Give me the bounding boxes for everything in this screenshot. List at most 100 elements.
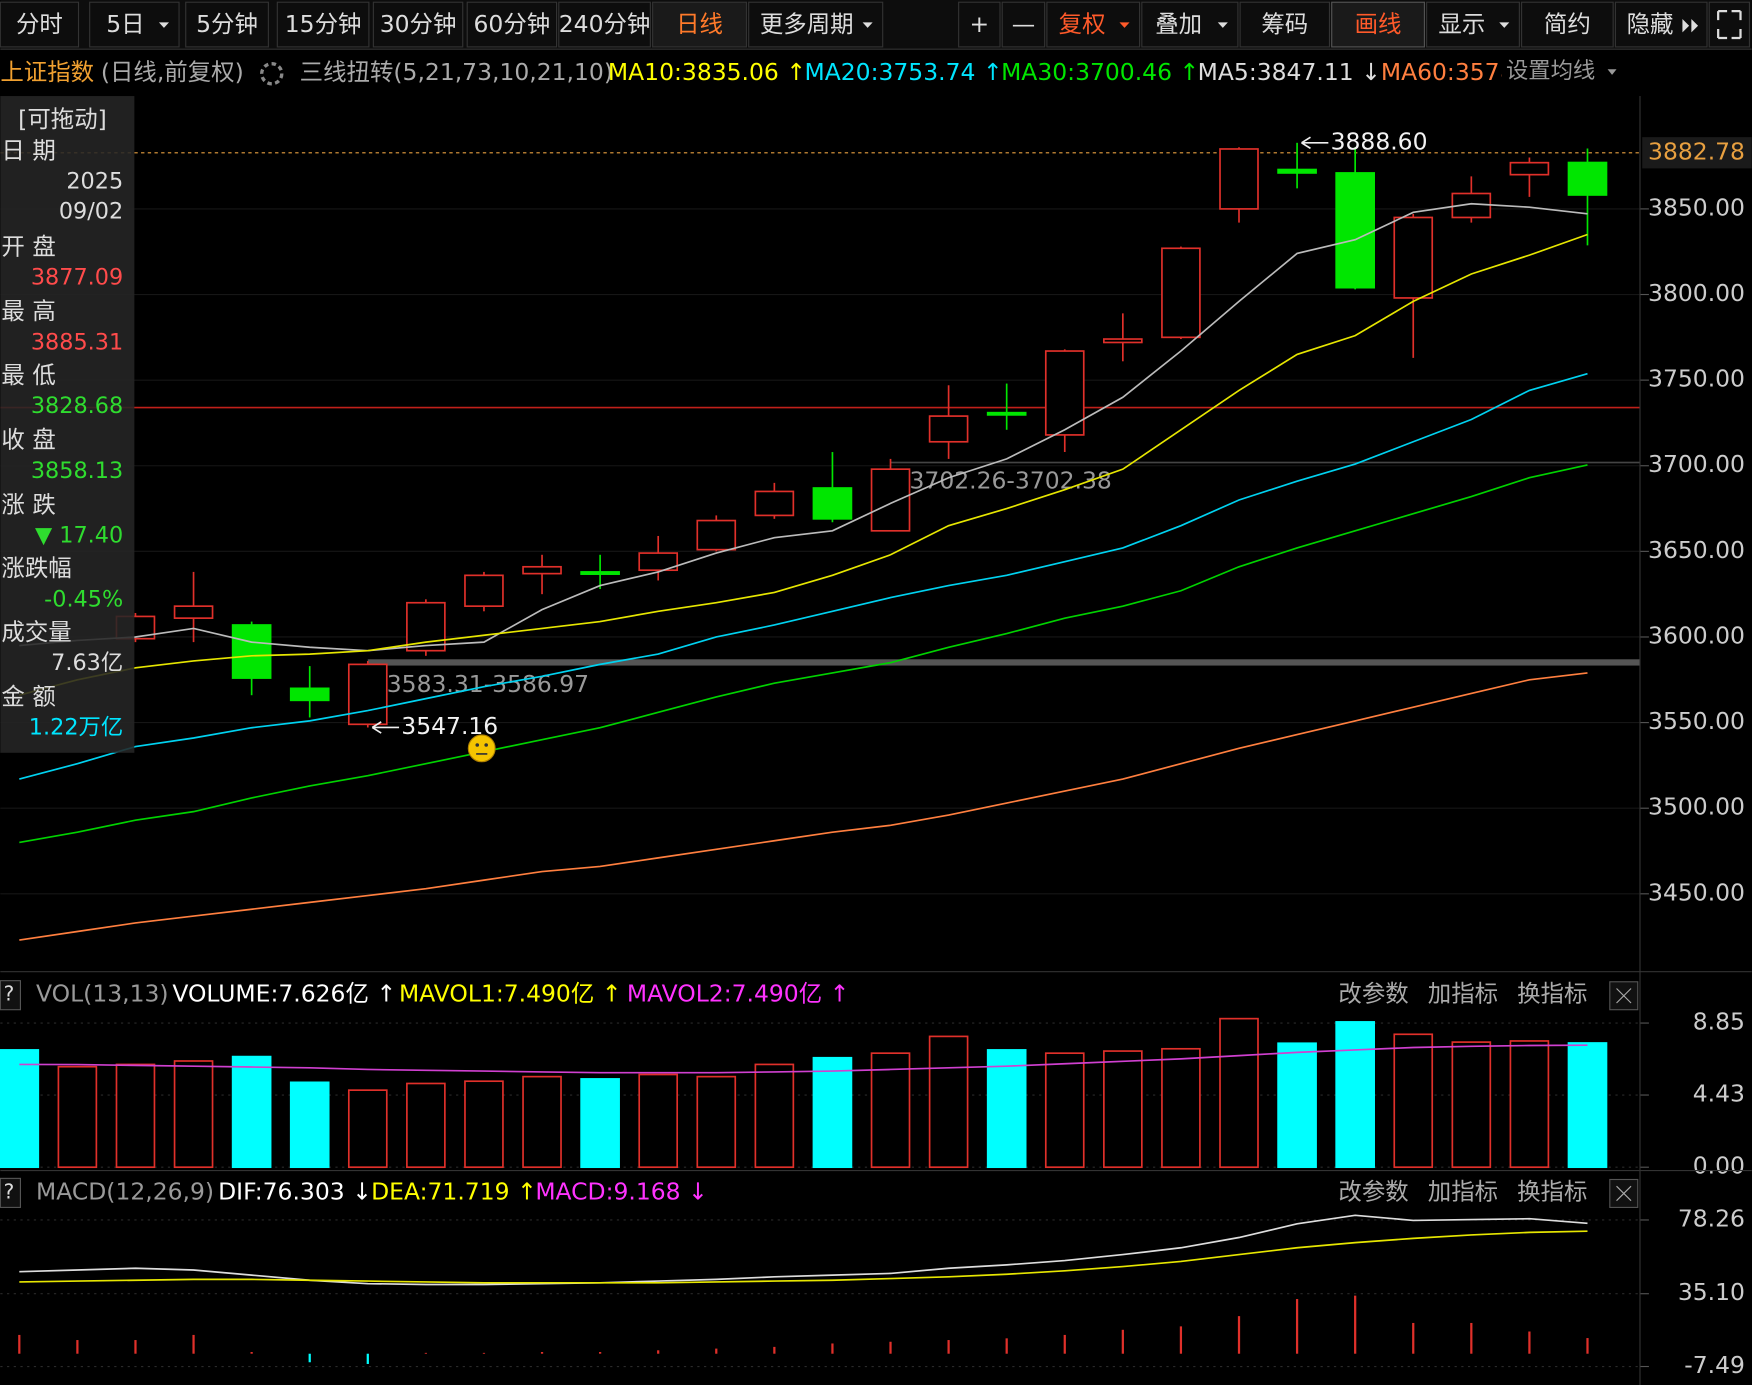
emoji-eye (484, 743, 488, 747)
indicator-name: MACD(12,26,9) (36, 1177, 214, 1205)
toolbar-button[interactable] (185, 1, 269, 48)
candle-body (231, 624, 272, 679)
close-icon (1616, 1185, 1632, 1202)
panel-button[interactable]: 换指标 (1517, 1177, 1587, 1205)
toolbar-button[interactable] (558, 1, 651, 48)
toolbar-label: 分时 (16, 10, 63, 38)
volume-bar (347, 1089, 388, 1169)
toolbar-button[interactable] (958, 1, 1001, 48)
volume-bar (986, 1049, 1027, 1169)
annotation-label: 3888.60 (1331, 127, 1428, 155)
last-price-label: 3882.78 (1648, 137, 1745, 165)
y-tick-label: 4.43 (1693, 1080, 1745, 1108)
last-price-box (1642, 137, 1752, 169)
candle-body (1044, 350, 1085, 436)
volume-bar (1509, 1040, 1550, 1169)
volume-bar (638, 1073, 679, 1169)
indicator-value: VOLUME:7.626亿 ↑ (172, 980, 396, 1008)
volume-ma-line (19, 1044, 1588, 1074)
volume-bar (464, 1080, 504, 1169)
toolbar-button[interactable] (748, 1, 884, 48)
help-label: ? (4, 1179, 15, 1203)
y-tick-label: 3450.00 (1648, 878, 1745, 906)
volume-bar (812, 1056, 853, 1169)
toolbar-label: 筹码 (1261, 10, 1308, 38)
info-panel: [可拖动] 日 期 2025 09/02开 盘 3877.09 最 高 3885.31 最 低… (0, 96, 135, 753)
fullscreen-button[interactable] (1708, 1, 1751, 48)
candle-body (638, 552, 679, 572)
toolbar-button[interactable] (1239, 1, 1331, 48)
dropdown-icon (158, 22, 169, 28)
plot-area: 3583.31-3586.97 3702.26-3702.38 (0, 142, 1640, 941)
macd-chart: ? MACD(12,26,9) DIF:76.303 ↓ DEA:71.719 ↑MA… (0, 1177, 1745, 1379)
ma-line (19, 672, 1588, 941)
y-tick-label: 3650.00 (1648, 536, 1745, 564)
volume-chart: ? VOL(13,13) VOLUME:7.626亿 ↑ MAVOL1:7.490亿 … (0, 980, 1745, 1180)
panel-button[interactable]: 换指标 (1517, 980, 1587, 1008)
ma-line (19, 464, 1588, 844)
toolbar-button[interactable] (466, 1, 558, 48)
y-tick-label: 3750.00 (1648, 365, 1745, 393)
panel-button[interactable]: 改参数 (1338, 1177, 1408, 1205)
help-box[interactable] (0, 980, 21, 1011)
toolbar-button[interactable] (1001, 1, 1046, 48)
info-panel-bg (0, 96, 135, 753)
y-tick-label: 3700.00 (1648, 450, 1745, 478)
info-label: 涨 跌 (1, 490, 55, 518)
panel-button[interactable]: 改参数 (1338, 980, 1408, 1008)
toolbar-button[interactable] (1331, 1, 1425, 48)
toolbar-label: 显示 (1438, 10, 1485, 38)
dropdown-icon (1217, 22, 1228, 28)
ma-legend-item: MA20:3753.74 ↑ (805, 58, 1003, 86)
toolbar-button[interactable] (652, 1, 747, 48)
candle-body (522, 565, 562, 575)
settings-gear[interactable] (260, 61, 284, 86)
toolbar-label: 叠加 (1155, 10, 1202, 38)
ma-legend-item: MA60:3578 (1381, 58, 1515, 86)
toolbar-button[interactable] (0, 1, 80, 48)
toolbar-button[interactable] (372, 1, 464, 48)
help-box[interactable] (0, 1177, 21, 1208)
volume-bar (1335, 1021, 1375, 1169)
dropdown-icon (1499, 22, 1510, 28)
y-tick-label: 3850.00 (1648, 193, 1745, 221)
index-name: 上证指数 (0, 58, 94, 86)
close-icon (1616, 988, 1632, 1004)
volume-bar (1567, 1042, 1608, 1169)
toolbar-button[interactable] (276, 1, 370, 48)
range-drawing (367, 659, 1640, 666)
indicator-name: VOL(13,13) (36, 980, 169, 1008)
panel-button[interactable]: 加指标 (1428, 980, 1498, 1008)
info-value: 3885.31 (31, 329, 123, 355)
info-value: 3828.68 (31, 393, 123, 419)
price-chart: 3450.00 3500.00 3550.00 3600.00 3650.00 3700.… (0, 127, 1752, 941)
volume-bar (1277, 1042, 1317, 1169)
info-label: 最 高 (1, 297, 55, 325)
y-tick-label: 8.85 (1693, 1008, 1745, 1036)
volume-bar (115, 1063, 156, 1169)
info-value: 2025 (66, 169, 123, 195)
toolbar-button[interactable] (1521, 1, 1614, 48)
range-drawing (890, 461, 1640, 464)
emoji-marker (467, 734, 496, 763)
panel-button[interactable]: 加指标 (1428, 1177, 1498, 1205)
y-tick-label: 78.26 (1678, 1204, 1745, 1232)
y-tick-label: -7.49 (1684, 1351, 1745, 1379)
fullscreen-icon (1717, 10, 1742, 40)
candle-body (1509, 161, 1550, 176)
indicator-value: MAVOL2:7.490亿 ↑ (627, 980, 849, 1008)
candle-body (1567, 161, 1608, 196)
volume-bar (1044, 1052, 1085, 1169)
info-label: 成交量 (1, 618, 71, 646)
volume-bar (1103, 1050, 1143, 1169)
toolbar-label: 更多周期 (760, 10, 854, 38)
info-label: 最 低 (1, 361, 55, 389)
volume-bar (696, 1075, 737, 1169)
volume-bar (1451, 1041, 1492, 1169)
candle-body (464, 574, 504, 607)
range-label: 3702.26-3702.38 (910, 466, 1112, 494)
ma-settings[interactable]: 设置均线 (1506, 58, 1595, 84)
toolbar-label: 5分钟 (196, 10, 258, 38)
toolbar-label: 简约 (1544, 10, 1591, 38)
